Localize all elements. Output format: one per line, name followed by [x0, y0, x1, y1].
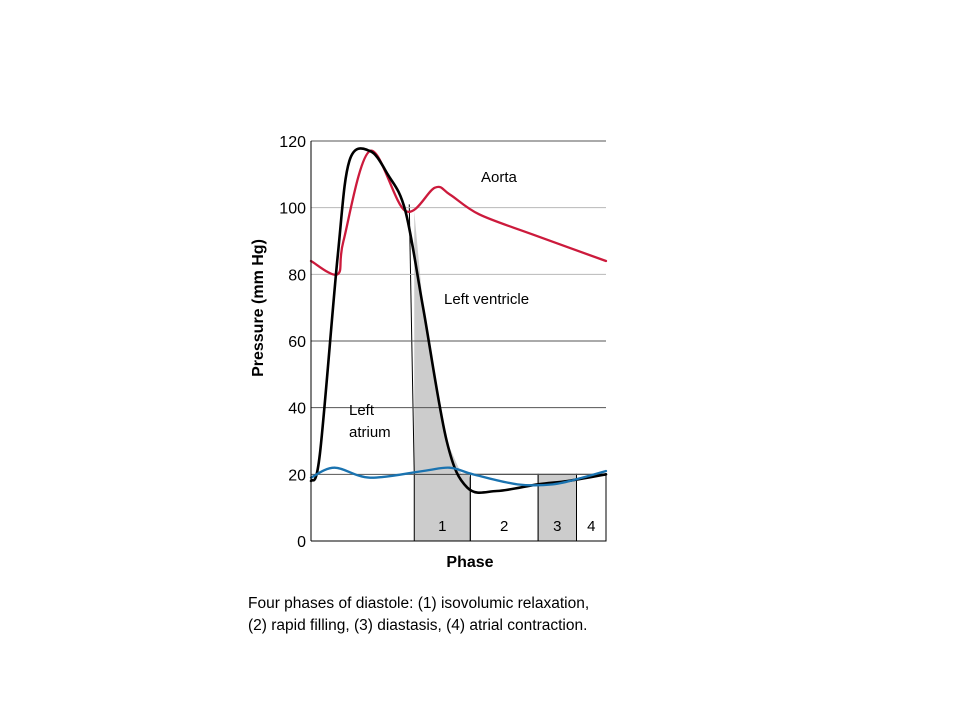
- left-ventricle-label: Left ventricle: [444, 291, 529, 308]
- y-tick-0: 0: [297, 534, 306, 551]
- series-line-aorta: [309, 149, 608, 276]
- series-line-left-ventricle: [309, 147, 608, 494]
- phase-label-4: 4: [587, 518, 595, 535]
- caption-line-2: (2) rapid filling, (3) diastasis, (4) at…: [248, 617, 588, 634]
- y-tick-120: 120: [279, 134, 306, 151]
- y-axis-title: Pressure (mm Hg): [250, 239, 267, 377]
- phase-label-1: 1: [438, 518, 446, 535]
- series-lines: [309, 147, 608, 494]
- left-atrium-label-line1: Left: [349, 402, 375, 419]
- phase-1-wedge-shading: [414, 211, 471, 488]
- left-atrium-label-line2: atrium: [349, 424, 391, 441]
- aorta-label: Aorta: [481, 169, 518, 186]
- phase-1-left-edge: [408, 204, 415, 475]
- x-axis-title: Phase: [446, 554, 493, 571]
- y-tick-20: 20: [288, 467, 306, 484]
- phase-label-3: 3: [553, 518, 561, 535]
- y-tick-100: 100: [279, 201, 306, 218]
- series-line-left-atrium: [309, 466, 608, 487]
- phase-label-2: 2: [500, 518, 508, 535]
- caption-line-1: Four phases of diastole: (1) isovolumic …: [248, 595, 590, 612]
- y-tick-labels: 0 20 40 60 80 100 120: [279, 134, 306, 551]
- y-tick-60: 60: [288, 334, 306, 351]
- phase-regions: 1 2 3 4: [408, 204, 607, 542]
- plot-frame: [310, 141, 606, 542]
- figure-caption: Four phases of diastole: (1) isovolumic …: [248, 593, 708, 637]
- y-tick-40: 40: [288, 401, 306, 418]
- phase-region-1: [413, 473, 471, 542]
- y-tick-80: 80: [288, 267, 306, 284]
